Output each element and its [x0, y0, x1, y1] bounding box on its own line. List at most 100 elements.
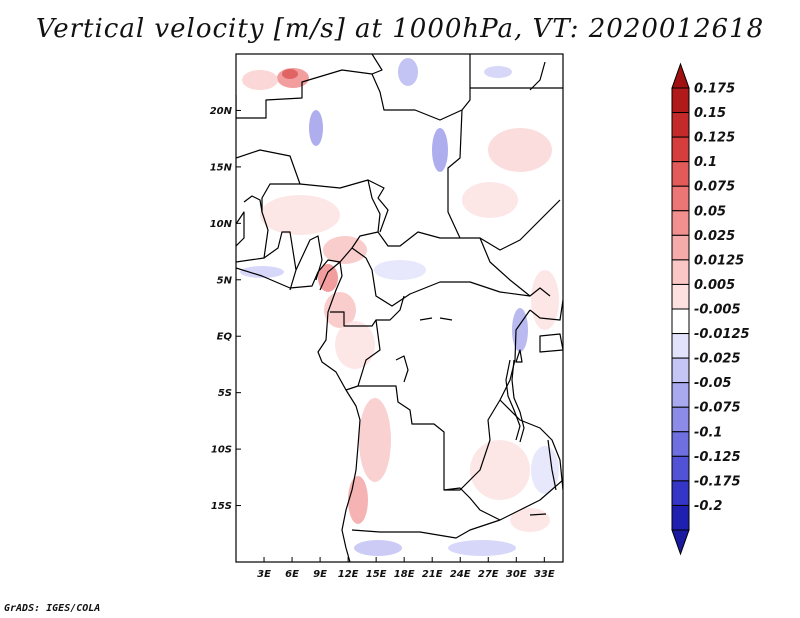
- colorbar-label: -0.0125: [694, 327, 750, 342]
- border-line: [236, 211, 245, 247]
- lat-tick-label: 10N: [210, 219, 233, 230]
- updraft-patch: [462, 182, 518, 218]
- updraft-patch: [359, 398, 391, 482]
- colorbar-label: -0.05: [694, 376, 731, 391]
- updraft-patch: [470, 440, 530, 500]
- lat-tick-label: 5N: [217, 275, 233, 286]
- border-line: [330, 295, 405, 327]
- lon-tick-label: 9E: [313, 569, 327, 580]
- colorbar-swatch: [671, 234, 690, 261]
- downdraft-patch: [484, 66, 512, 78]
- colorbar-label: -0.2: [694, 499, 722, 514]
- colorbar-swatch: [671, 333, 690, 359]
- lake-outline: [505, 359, 521, 441]
- lake-outline: [547, 439, 557, 491]
- border-line: [539, 333, 563, 353]
- lat-tick-label: 15N: [210, 162, 233, 173]
- lat-tick-label: 20N: [210, 106, 233, 117]
- coastline: [236, 259, 361, 562]
- lat-tick-label: 15S: [211, 501, 232, 512]
- downdraft-patch: [240, 266, 284, 278]
- map-panel: [235, 53, 564, 563]
- lake-outline: [529, 513, 547, 516]
- border-line: [479, 237, 551, 297]
- colorbar-label: -0.075: [694, 401, 741, 416]
- border-line: [295, 235, 323, 281]
- colorbar-swatch: [671, 185, 690, 212]
- colorbar-label: -0.1: [694, 425, 722, 440]
- colorbar-swatch: [671, 455, 690, 482]
- lon-tick-label: 18E: [394, 569, 415, 580]
- colorbar-swatch: [671, 406, 690, 433]
- colorbar-swatch: [671, 357, 690, 384]
- colorbar-swatch: [671, 431, 690, 457]
- updraft-patch: [282, 69, 298, 79]
- colorbar-swatch: [671, 259, 690, 285]
- updraft-patch: [335, 321, 375, 369]
- lon-tick-label: 24E: [450, 569, 471, 580]
- colorbar-swatch: [671, 161, 690, 187]
- lake-outline: [419, 317, 453, 321]
- lon-tick-label: 33E: [534, 569, 555, 580]
- colorbar-label: 0.175: [694, 82, 735, 97]
- lon-tick-label: 27E: [478, 569, 499, 580]
- lon-tick-label: 6E: [285, 569, 299, 580]
- colorbar-swatch: [671, 136, 690, 163]
- colorbar-label: 0.15: [694, 106, 726, 121]
- updraft-patch: [260, 195, 340, 235]
- colorbar-max-arrow: [671, 62, 690, 89]
- border-line: [529, 299, 563, 321]
- colorbar-swatch: [671, 87, 690, 114]
- downdraft-patch: [374, 260, 426, 280]
- lat-tick-label: EQ: [217, 332, 233, 343]
- grads-credit: GrADS: IGES/COLA: [4, 603, 101, 614]
- lat-tick-label: 10S: [211, 445, 232, 456]
- colorbar-label: 0.1: [694, 155, 717, 170]
- border-line: [351, 479, 563, 539]
- colorbar-label: -0.025: [694, 352, 741, 367]
- downdraft-patch: [354, 540, 402, 556]
- colorbar-label: 0.005: [694, 278, 735, 293]
- lon-tick-label: 15E: [366, 569, 387, 580]
- downdraft-patch: [448, 540, 516, 556]
- downdraft-patch: [531, 446, 559, 494]
- lat-tick-label: 5S: [218, 388, 232, 399]
- updraft-patch: [531, 270, 559, 330]
- colorbar-swatch: [671, 382, 690, 408]
- map-frame: [235, 53, 564, 563]
- border-line: [443, 487, 501, 521]
- colorbar-label: 0.025: [694, 229, 735, 244]
- lake-outline: [515, 349, 523, 363]
- colorbar-label: -0.175: [694, 474, 741, 489]
- colorbar-swatch: [671, 210, 690, 236]
- border-line: [345, 319, 381, 391]
- colorbar-swatch: [671, 504, 690, 531]
- colorbar-label: 0.05: [694, 204, 726, 219]
- border-line: [243, 195, 263, 213]
- colorbar-label: 0.125: [694, 131, 735, 146]
- downdraft-patch: [309, 110, 323, 146]
- downdraft-patch: [432, 128, 448, 172]
- latitude-labels: 20N 15N 10N 5N EQ 5S 10S 15S: [210, 106, 241, 512]
- lake-outline: [395, 355, 409, 383]
- lake-outline: [529, 61, 546, 91]
- colorbar-min-arrow: [671, 529, 690, 556]
- colorbar-label: 0.0125: [694, 253, 744, 268]
- border-line: [351, 247, 531, 307]
- colorbar-label: -0.005: [694, 303, 741, 318]
- colorbar-label: 0.075: [694, 180, 735, 195]
- border-line: [236, 149, 301, 263]
- border-line: [236, 54, 383, 119]
- longitude-labels: 3E 6E 9E 12E 15E 18E 21E 24E 27E 30E 33E: [257, 557, 555, 580]
- downdraft-patch: [398, 58, 418, 86]
- lon-tick-label: 3E: [257, 569, 271, 580]
- updraft-patch: [348, 476, 368, 524]
- colorbar-swatch: [671, 112, 690, 138]
- updraft-patch: [242, 70, 278, 90]
- colorbar-swatch: [671, 480, 690, 506]
- lon-tick-label: 12E: [338, 569, 359, 580]
- updraft-patch: [318, 264, 338, 292]
- border-line: [377, 231, 460, 247]
- map-title: Vertical velocity [m/s] at 1000hPa, VT: …: [35, 14, 765, 44]
